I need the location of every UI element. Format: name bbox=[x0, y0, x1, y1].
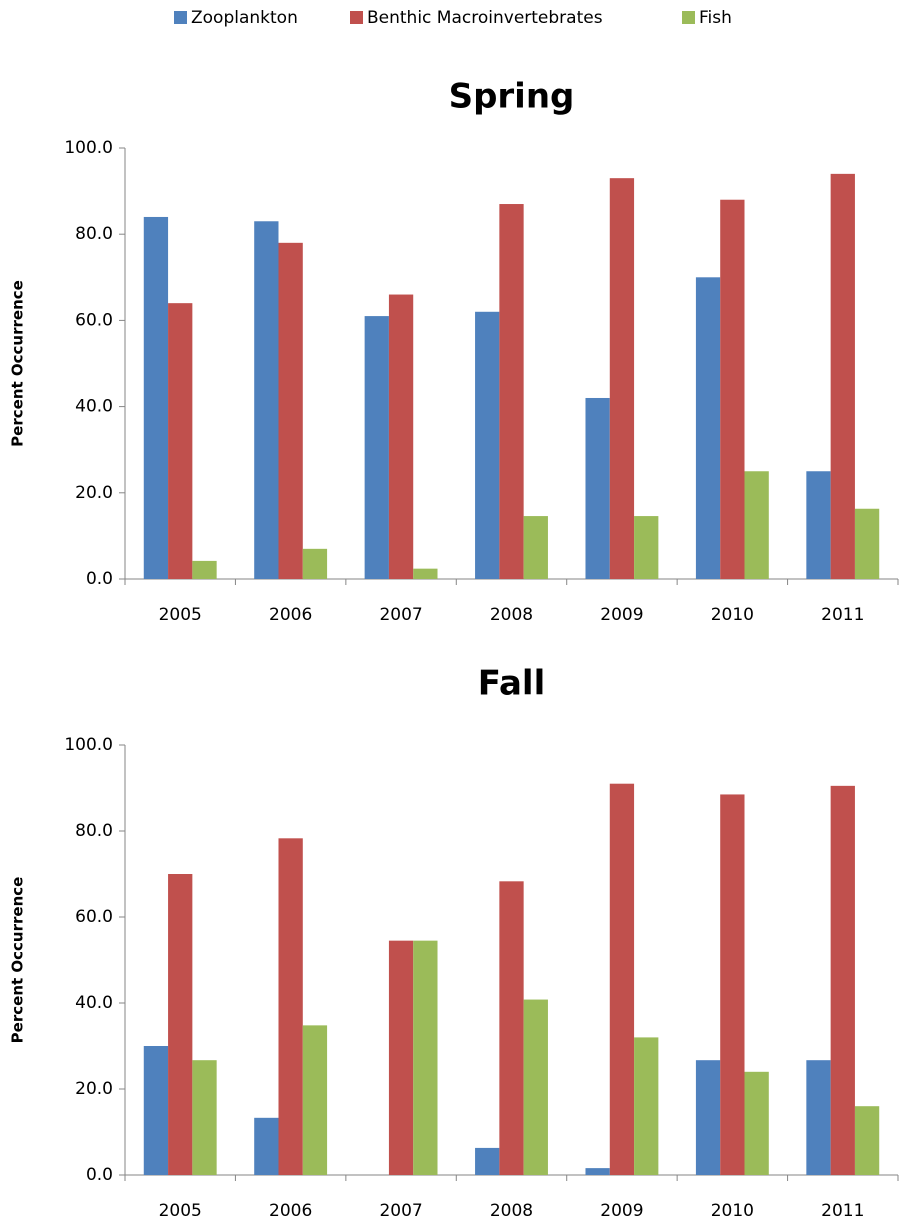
bar bbox=[744, 471, 769, 579]
bar bbox=[302, 548, 328, 579]
legend-label: Fish bbox=[699, 8, 732, 28]
bar bbox=[806, 471, 831, 579]
bar bbox=[830, 173, 855, 580]
x-tick-label: 2009 bbox=[600, 1201, 643, 1219]
bar bbox=[254, 1117, 279, 1175]
bar bbox=[192, 1060, 217, 1175]
x-tick-label: 2006 bbox=[269, 1201, 312, 1219]
y-tick-label: 20.0 bbox=[75, 1079, 113, 1099]
x-tick-label: 2011 bbox=[821, 605, 864, 625]
y-tick-label: 100.0 bbox=[64, 735, 113, 755]
bar bbox=[278, 838, 303, 1175]
y-tick-label: 40.0 bbox=[75, 993, 113, 1013]
x-tick-label: 2011 bbox=[821, 1201, 864, 1219]
y-tick-label: 20.0 bbox=[75, 483, 113, 503]
x-tick-label: 2010 bbox=[711, 605, 754, 625]
bar bbox=[634, 516, 659, 579]
bar bbox=[475, 311, 500, 579]
legend-swatch bbox=[174, 11, 187, 24]
bar bbox=[585, 1168, 610, 1175]
bar bbox=[413, 568, 438, 579]
x-tick-label: 2005 bbox=[159, 1201, 202, 1219]
x-tick-label: 2007 bbox=[379, 1201, 422, 1219]
y-tick-label: 80.0 bbox=[75, 821, 113, 841]
chart-title: Fall bbox=[478, 664, 546, 704]
bar bbox=[499, 204, 524, 579]
y-tick-label: 60.0 bbox=[75, 310, 113, 330]
legend-label: Zooplankton bbox=[191, 8, 298, 28]
y-tick-label: 0.0 bbox=[86, 1165, 113, 1185]
bar bbox=[609, 178, 635, 580]
y-tick-label: 60.0 bbox=[75, 907, 113, 927]
y-tick-label: 100.0 bbox=[64, 138, 113, 158]
chart-title: Spring bbox=[449, 77, 575, 117]
bar bbox=[720, 794, 745, 1175]
bar bbox=[695, 277, 721, 579]
legend-swatch bbox=[682, 11, 695, 24]
x-tick-label: 2009 bbox=[600, 605, 643, 625]
bar bbox=[806, 1060, 831, 1175]
bar bbox=[499, 881, 524, 1175]
bar bbox=[388, 294, 414, 579]
y-tick-label: 40.0 bbox=[75, 397, 113, 417]
bar bbox=[854, 508, 880, 579]
bar bbox=[854, 1106, 880, 1175]
bar bbox=[695, 1060, 721, 1175]
bar bbox=[634, 1037, 659, 1175]
bar bbox=[523, 999, 548, 1175]
y-tick-label: 80.0 bbox=[75, 224, 113, 244]
bar bbox=[609, 783, 635, 1175]
x-tick-label: 2007 bbox=[379, 605, 422, 625]
x-tick-label: 2010 bbox=[711, 1201, 754, 1219]
bar bbox=[364, 316, 389, 579]
x-tick-label: 2006 bbox=[269, 605, 312, 625]
bar bbox=[302, 1025, 328, 1175]
bar bbox=[168, 303, 193, 579]
legend-label: Benthic Macroinvertebrates bbox=[367, 8, 603, 28]
bar bbox=[744, 1071, 769, 1175]
y-axis-label: Percent Occurrence bbox=[9, 280, 27, 447]
bar bbox=[523, 516, 548, 579]
bar bbox=[830, 785, 855, 1175]
bar bbox=[192, 560, 217, 579]
bar bbox=[254, 221, 279, 579]
bar bbox=[143, 1046, 169, 1175]
x-tick-label: 2008 bbox=[490, 605, 533, 625]
legend-swatch bbox=[350, 11, 363, 24]
x-tick-label: 2008 bbox=[490, 1201, 533, 1219]
bar bbox=[720, 199, 745, 579]
bar bbox=[585, 397, 610, 579]
y-tick-label: 0.0 bbox=[86, 569, 113, 589]
bar bbox=[278, 242, 303, 579]
y-axis-label: Percent Occurrence bbox=[9, 877, 27, 1044]
bar bbox=[413, 940, 438, 1175]
x-tick-label: 2005 bbox=[159, 605, 202, 625]
bar bbox=[168, 874, 193, 1175]
bar bbox=[388, 940, 414, 1175]
bar bbox=[143, 216, 169, 579]
bar bbox=[475, 1147, 500, 1175]
